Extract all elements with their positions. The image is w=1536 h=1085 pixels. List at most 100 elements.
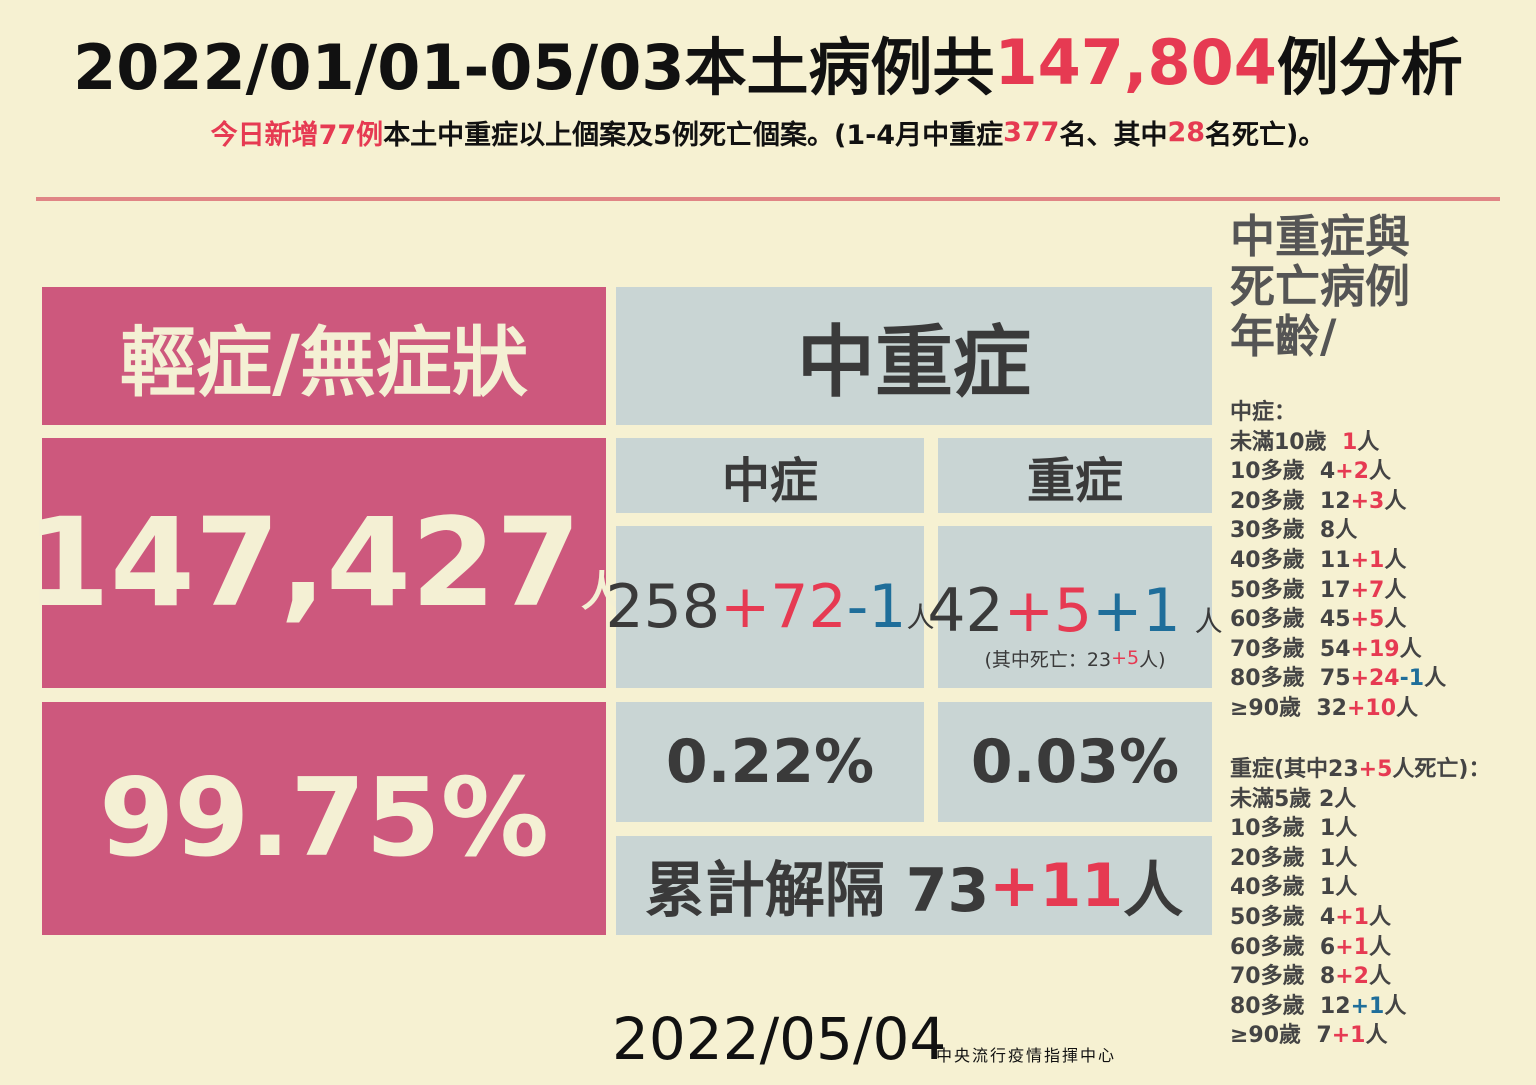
text-run: 10多歲 4	[1230, 459, 1336, 485]
text-run: 人	[1369, 964, 1392, 990]
heading-line: 中重症與	[1230, 210, 1411, 263]
text-run: 人	[1399, 636, 1422, 662]
text-run: 名、其中	[1059, 119, 1168, 151]
text-run: +1	[1350, 993, 1385, 1019]
text-run: +1	[1092, 576, 1181, 646]
side-moderate-rows: 未滿10歲 1人 10多歲 4+2人 20多歲 12+3人 30多歲 8人 40多歲 1…	[1230, 428, 1530, 724]
text-run: 人死亡)：	[1392, 757, 1491, 782]
moderate-count-box: 258+72-1 人	[606, 526, 935, 688]
text-run: 40多歲 1人	[1230, 875, 1358, 901]
text-run: 人	[1357, 429, 1380, 455]
text-run: 80多歲 12	[1230, 993, 1351, 1019]
age-row: 70多歲 8+2人	[1230, 962, 1530, 992]
title: 2022/01/01-05/03本土病例共 147,804 例分析	[0, 22, 1536, 105]
age-row: 20多歲 12+3人	[1230, 487, 1530, 517]
text-run: 人	[1384, 993, 1407, 1019]
text-run: 377	[1003, 116, 1060, 148]
severe-rate: 0.03%	[938, 702, 1212, 822]
text-run: +19	[1350, 636, 1400, 662]
footer-org: 中央流行疫情指揮中心	[936, 1046, 1117, 1065]
text-run: 50多歲 4	[1230, 904, 1336, 930]
severe-note: (其中死亡：23 +5 人)	[938, 644, 1212, 672]
text-run: 人	[1424, 666, 1447, 692]
age-row: ≥90歲 32+10人	[1230, 694, 1530, 724]
text-run: 人	[1369, 904, 1392, 930]
age-row: 未滿5歲 2人	[1230, 785, 1530, 815]
age-row: 40多歲 1人	[1230, 873, 1530, 903]
moderate-count: 258+72-1	[606, 572, 907, 642]
text-run: +24	[1350, 666, 1400, 692]
age-row: 50多歲 17+7人	[1230, 576, 1530, 606]
text-run: 人	[1396, 695, 1419, 721]
age-row: 60多歲 6+1人	[1230, 933, 1530, 963]
mild-percent: 99.75%	[42, 702, 606, 935]
mid-title: 中重症	[616, 287, 1212, 425]
text-run: 人)	[1139, 648, 1166, 671]
text-run: 147,804	[994, 25, 1277, 99]
text-run: 50多歲 17	[1230, 577, 1351, 603]
severe-label: 重症	[938, 438, 1212, 513]
text-run: 20多歲 12	[1230, 488, 1351, 514]
text-run: 人	[1384, 577, 1407, 603]
age-row: 60多歲 45+5人	[1230, 605, 1530, 635]
side-severe-rows: 未滿5歲 2人 10多歲 1人 20多歲 1人 40多歲 1人 50多歲 4+1人 60多…	[1230, 785, 1530, 1051]
severe-count-box: 42 +5+1 人 (其中死亡：23 +5 人)	[927, 526, 1223, 688]
text-run: 40多歲 11	[1230, 547, 1351, 573]
divider	[36, 197, 1500, 201]
text-run: 人	[1369, 459, 1392, 485]
text-run: 未滿5歲 2人	[1230, 786, 1357, 812]
text-run: +11	[989, 850, 1124, 921]
age-row: 10多歲 1人	[1230, 814, 1530, 844]
text-run: 今日新增77例	[210, 119, 384, 151]
age-row: 未滿10歲 1人	[1230, 428, 1530, 458]
moderate-label: 中症	[616, 438, 924, 513]
text-run: 42	[927, 576, 1004, 646]
text-run: 70多歲 54	[1230, 636, 1351, 662]
text-run: +2	[1335, 964, 1369, 990]
age-row: 50多歲 4+1人	[1230, 903, 1530, 933]
text-run: +1	[1335, 934, 1369, 960]
moderate-unit: 人	[906, 601, 935, 634]
text-run: 人	[1384, 488, 1407, 514]
text-run: +5	[1358, 757, 1393, 782]
text-run: ≥90歲 7	[1230, 1023, 1332, 1049]
moderate-rate: 0.22%	[616, 702, 924, 822]
text-run: 本土中重症以上個案及5例死亡個案。(1-4月中重症	[383, 119, 1004, 151]
heading-line: 死亡病例	[1230, 260, 1411, 313]
side-severe-title: 重症(其中23+5人死亡)：	[1230, 755, 1530, 785]
text-run: ≥90歲 32	[1230, 695, 1347, 721]
text-run: +5	[1111, 647, 1140, 669]
side-moderate: 中症： 未滿10歲 1人 10多歲 4+2人 20多歲 12+3人 30多歲 8人 40…	[1230, 398, 1530, 724]
text-run: 60多歲 45	[1230, 607, 1351, 633]
age-row: 80多歲 12+1人	[1230, 992, 1530, 1022]
mild-count: 147,427	[25, 492, 581, 634]
text-run: -1	[846, 572, 907, 642]
text-run: 28	[1167, 116, 1206, 148]
text-run: 20多歲 1人	[1230, 845, 1358, 871]
text-run: 例分析	[1276, 31, 1463, 104]
text-run: 30多歲 8人	[1230, 518, 1358, 544]
age-row: 70多歲 54+19人	[1230, 635, 1530, 665]
age-row: 80多歲 75+24-1人	[1230, 664, 1530, 694]
mild-count-box: 147,427 人	[25, 438, 623, 688]
footer-date: 2022/05/04	[612, 1005, 947, 1073]
subtitle: 今日新增77例 本土中重症以上個案及5例死亡個案。(1-4月中重症 377 名、其中 2…	[0, 112, 1536, 152]
text-run: +72	[720, 572, 847, 642]
released: 累計解隔 73 +11 人	[616, 836, 1212, 935]
mild-unit: 人	[580, 566, 623, 616]
text-run: 10多歲 1人	[1230, 816, 1358, 842]
text-run: +1	[1335, 904, 1369, 930]
text-run: 未滿10歲	[1230, 429, 1342, 455]
age-row: 30多歲 8人	[1230, 516, 1530, 546]
text-run: 258	[605, 572, 721, 642]
age-row: 20多歲 1人	[1230, 844, 1530, 874]
severe-unit: 人	[1194, 605, 1223, 638]
text-run: (其中死亡：23	[984, 648, 1112, 671]
text-run: 重症(其中23	[1230, 757, 1359, 782]
text-run: 人	[1384, 607, 1407, 633]
text-run: +3	[1350, 488, 1385, 514]
text-run: 人	[1369, 934, 1392, 960]
side-heading: 中重症與 死亡病例 年齡/	[1230, 212, 1530, 362]
text-run: 60多歲 6	[1230, 934, 1336, 960]
